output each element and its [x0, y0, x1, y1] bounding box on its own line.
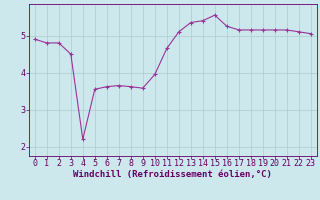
X-axis label: Windchill (Refroidissement éolien,°C): Windchill (Refroidissement éolien,°C)	[73, 170, 272, 179]
